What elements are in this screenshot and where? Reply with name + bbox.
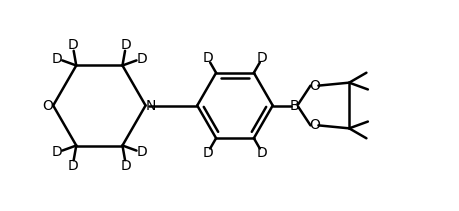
Text: D: D: [52, 145, 62, 160]
Text: D: D: [67, 158, 78, 173]
Text: O: O: [308, 79, 319, 93]
Text: D: D: [52, 51, 62, 66]
Text: D: D: [257, 51, 267, 65]
Text: D: D: [257, 146, 267, 160]
Text: O: O: [42, 99, 53, 112]
Text: N: N: [146, 99, 156, 112]
Text: D: D: [136, 145, 147, 160]
Text: O: O: [308, 118, 319, 132]
Text: D: D: [120, 158, 131, 173]
Text: B: B: [289, 99, 299, 112]
Text: D: D: [202, 51, 213, 65]
Text: D: D: [120, 38, 131, 53]
Text: D: D: [67, 38, 78, 53]
Text: D: D: [202, 146, 213, 160]
Text: D: D: [136, 51, 147, 66]
